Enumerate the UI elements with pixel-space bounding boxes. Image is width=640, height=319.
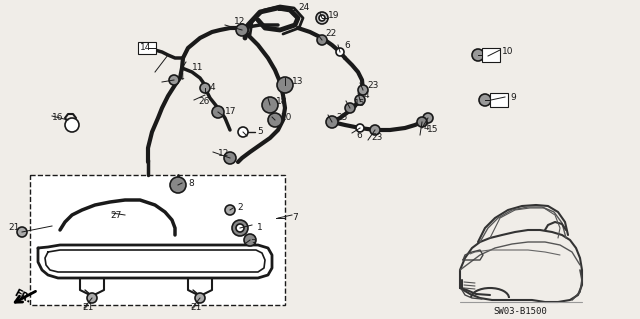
- Circle shape: [423, 113, 433, 123]
- Circle shape: [87, 293, 97, 303]
- Circle shape: [417, 117, 427, 127]
- Text: 2: 2: [237, 204, 243, 212]
- Text: 26: 26: [198, 98, 209, 107]
- Circle shape: [319, 15, 325, 21]
- Text: 21: 21: [190, 302, 202, 311]
- Bar: [490, 93, 508, 107]
- Text: 3: 3: [250, 239, 256, 248]
- Text: 25: 25: [336, 113, 348, 122]
- Circle shape: [262, 97, 278, 113]
- Circle shape: [195, 293, 205, 303]
- Text: 24: 24: [298, 3, 309, 11]
- Circle shape: [169, 75, 179, 85]
- Text: 5: 5: [257, 128, 263, 137]
- Text: FR.: FR.: [12, 288, 32, 306]
- Text: SW03-B1500: SW03-B1500: [493, 308, 547, 316]
- Text: 4: 4: [210, 84, 216, 93]
- Text: 15: 15: [427, 125, 438, 135]
- Text: 4: 4: [179, 73, 184, 83]
- Circle shape: [238, 127, 248, 137]
- Text: 19: 19: [328, 11, 339, 19]
- Circle shape: [236, 224, 244, 232]
- Text: 21: 21: [82, 302, 93, 311]
- Bar: [138, 42, 156, 54]
- Circle shape: [358, 85, 368, 95]
- Text: 18: 18: [276, 98, 287, 107]
- Text: 11: 11: [192, 63, 204, 72]
- Text: 15: 15: [354, 99, 365, 108]
- Text: 20: 20: [280, 113, 291, 122]
- Circle shape: [224, 152, 236, 164]
- Circle shape: [370, 125, 380, 135]
- Circle shape: [355, 95, 365, 105]
- Text: 14: 14: [140, 43, 152, 53]
- Circle shape: [65, 118, 79, 132]
- Circle shape: [200, 83, 210, 93]
- Circle shape: [225, 205, 235, 215]
- Circle shape: [268, 113, 282, 127]
- Circle shape: [356, 124, 364, 132]
- Text: 12: 12: [234, 18, 245, 26]
- Text: 4: 4: [424, 122, 429, 131]
- Text: 22: 22: [325, 28, 336, 38]
- Text: 6: 6: [344, 41, 349, 50]
- Text: 27: 27: [110, 211, 122, 219]
- Circle shape: [236, 24, 248, 36]
- Bar: [482, 48, 500, 62]
- Circle shape: [316, 12, 328, 24]
- Circle shape: [345, 103, 355, 113]
- Circle shape: [170, 177, 186, 193]
- Text: 23: 23: [367, 80, 378, 90]
- Text: 7: 7: [292, 213, 298, 222]
- Text: 4: 4: [364, 91, 370, 100]
- Circle shape: [336, 48, 344, 56]
- Circle shape: [244, 234, 256, 246]
- Circle shape: [232, 220, 248, 236]
- Text: 9: 9: [510, 93, 516, 102]
- Text: 1: 1: [257, 224, 263, 233]
- Text: 16: 16: [52, 114, 63, 122]
- Circle shape: [317, 35, 327, 45]
- Text: 10: 10: [502, 48, 513, 56]
- Circle shape: [472, 49, 484, 61]
- Text: 8: 8: [188, 179, 194, 188]
- Circle shape: [277, 77, 293, 93]
- Text: 17: 17: [225, 108, 237, 116]
- Circle shape: [212, 106, 224, 118]
- Text: 6: 6: [356, 130, 362, 139]
- Circle shape: [17, 227, 27, 237]
- Text: 23: 23: [371, 133, 382, 143]
- Text: 21: 21: [8, 224, 19, 233]
- Circle shape: [479, 94, 491, 106]
- Circle shape: [326, 116, 338, 128]
- Text: 12: 12: [218, 149, 229, 158]
- Text: 13: 13: [292, 78, 303, 86]
- Bar: [30, 175, 285, 305]
